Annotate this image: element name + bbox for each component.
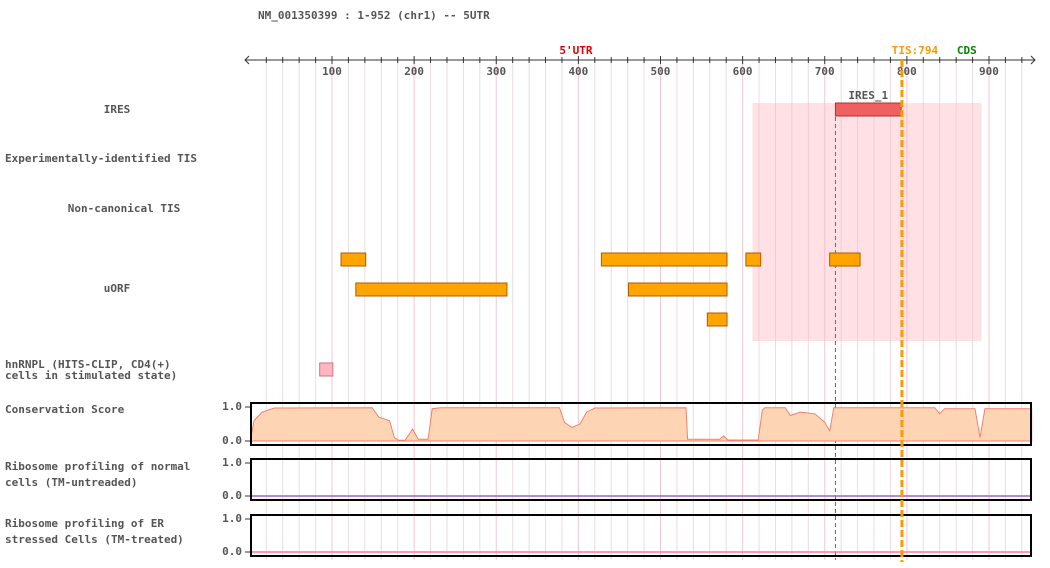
uorf-bar <box>829 252 861 267</box>
track-label: Conservation Score <box>5 403 125 416</box>
track-label: Experimentally-identified TIS <box>5 152 197 165</box>
x-tick-label: 400 <box>568 65 588 78</box>
axis-arrow <box>244 55 1036 65</box>
y-tick-label: 0.0 <box>222 545 242 558</box>
track-label: stressed Cells (TM-treated) <box>5 533 184 546</box>
x-tick-label: 900 <box>979 65 999 78</box>
ires-highlight <box>752 103 982 341</box>
x-tick-label: 600 <box>733 65 753 78</box>
uorf-bar <box>745 252 762 267</box>
track-box <box>250 458 1032 501</box>
region-label: 5'UTR <box>559 44 592 57</box>
hnrnpl-site <box>319 362 334 377</box>
uorf-bar <box>627 282 728 297</box>
x-tick-label: 300 <box>486 65 506 78</box>
ires-label: IRES_1 <box>848 89 888 102</box>
track-label: uORF <box>104 282 131 295</box>
track-label: cells (TM-untreaded) <box>5 476 137 489</box>
y-tick-label: 1.0 <box>222 456 242 469</box>
x-tick-label: 200 <box>404 65 424 78</box>
region-label: CDS <box>957 44 977 57</box>
track-label: cells in stimulated state) <box>5 369 177 382</box>
uorf-bar <box>340 252 367 267</box>
conservation-area <box>250 407 1033 442</box>
uorf-bar <box>706 312 728 327</box>
track-box <box>250 514 1032 557</box>
track-label: Ribosome profiling of normal <box>5 460 190 473</box>
uorf-bar <box>355 282 508 297</box>
track-label: IRES <box>104 103 131 116</box>
x-tick-label: 500 <box>651 65 671 78</box>
tis-label: TIS:794 <box>892 44 939 57</box>
x-tick-label: 700 <box>815 65 835 78</box>
ires-bar <box>834 102 902 117</box>
y-tick-label: 0.0 <box>222 434 242 447</box>
y-tick-label: 1.0 <box>222 512 242 525</box>
x-tick-label: 100 <box>322 65 342 78</box>
y-tick-label: 0.0 <box>222 489 242 502</box>
track-box <box>250 402 1032 446</box>
title: NM_001350399 : 1-952 (chr1) -- 5UTR <box>258 9 490 22</box>
y-tick-label: 1.0 <box>222 400 242 413</box>
track-label: Ribosome profiling of ER <box>5 517 164 530</box>
track-label: Non-canonical TIS <box>68 202 181 215</box>
x-tick-label: 800 <box>897 65 917 78</box>
uorf-bar <box>600 252 728 267</box>
track-label: hnRNPL (HITS-CLIP, CD4(+) <box>5 358 171 371</box>
